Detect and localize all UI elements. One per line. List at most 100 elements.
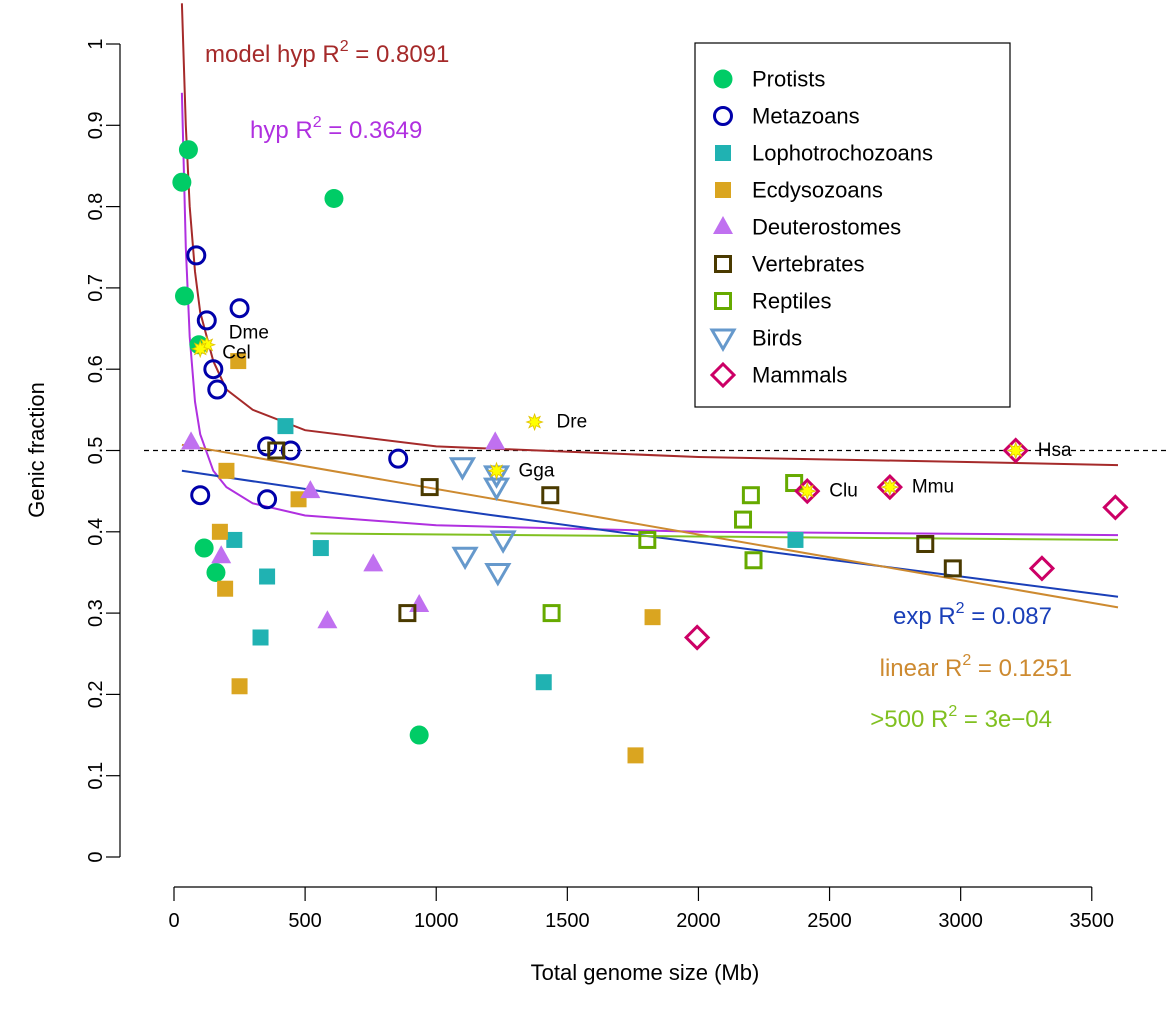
fit-annotation-linear: linear R2 = 0.1251 [880, 652, 1072, 682]
point-metazoans [257, 489, 278, 510]
point-mammals [1102, 494, 1129, 521]
point-deuterostomes [363, 553, 384, 572]
y-tick-label: 0.9 [85, 111, 107, 139]
highlight-star-hsa [1006, 441, 1025, 460]
point-birds [451, 546, 479, 571]
point-protists [174, 286, 194, 306]
legend-marker-metazoans [713, 106, 733, 126]
legend-marker-vertebrates [714, 255, 732, 273]
annotation-layer: model hyp R2 = 0.8091 hyp R2 = 0.3649 exp … [205, 38, 1072, 733]
point-deuterostomes [300, 480, 321, 499]
legend-label-metazoans: Metazoans [752, 104, 860, 129]
point-mammals [1002, 437, 1029, 464]
highlight-star-dre [525, 412, 544, 432]
y-tick-label: 0.8 [85, 193, 107, 221]
point-vertebrates [916, 534, 935, 553]
point-vertebrates [943, 559, 962, 578]
point-ecdysozoans [211, 523, 228, 540]
point-lophotrochozoans [312, 540, 329, 557]
point-deuterostomes [485, 431, 506, 450]
legend-label-mammals: Mammals [752, 363, 847, 388]
point-lophotrochozoans [535, 674, 552, 691]
fit-curve-linear [181, 443, 1119, 609]
highlight-star-clu [798, 481, 817, 501]
point-metazoans [280, 440, 301, 461]
point-lophotrochozoans [787, 531, 804, 548]
y-tick-label: 0.6 [85, 355, 107, 383]
point-mammals [876, 473, 903, 501]
point-metazoans [207, 379, 228, 400]
y-tick-label: 0.4 [85, 518, 107, 546]
point-vertebrates [267, 441, 286, 460]
point-vertebrates [541, 486, 560, 505]
x-tick-label: 500 [288, 910, 321, 932]
point-vertebrates [398, 604, 417, 623]
point-ecdysozoans [218, 462, 235, 479]
y-tick-label: 0 [85, 851, 107, 862]
point-reptiles [785, 474, 804, 493]
y-tick-label: 0.2 [85, 680, 107, 708]
highlight-star-cel [191, 339, 210, 359]
point-metazoans [186, 245, 207, 266]
series-mammals [684, 437, 1129, 651]
fit-annotation-exp: exp R2 = 0.087 [893, 600, 1052, 630]
y-tick-label: 0.1 [85, 762, 107, 790]
point-deuterostomes [211, 545, 232, 564]
point-vertebrates [420, 478, 439, 497]
series-metazoans [186, 245, 409, 510]
legend: Protists Metazoans Lophotrochozoans Ecdysoz… [694, 42, 1011, 408]
point-protists [206, 562, 226, 582]
point-birds [448, 457, 477, 481]
x-tick-label: 0 [168, 910, 179, 932]
point-metazoans [203, 359, 224, 380]
point-protists [409, 725, 429, 745]
series-ecdysozoans [211, 353, 661, 764]
legend-marker-lophotrochozoans [715, 145, 731, 161]
legend-marker-deuterostomes [713, 216, 733, 234]
species-label-gga: Gga [519, 460, 555, 481]
point-protists [172, 172, 192, 192]
fit-curve-hyp [180, 92, 1119, 537]
point-metazoans [229, 298, 250, 319]
point-metazoans [196, 310, 217, 331]
species-label-hsa: Hsa [1038, 440, 1072, 461]
y-tick-label: 0.7 [85, 274, 107, 302]
point-birds [484, 562, 512, 587]
points-layer [172, 140, 1129, 764]
highlight-star-mmu [880, 477, 900, 497]
x-tick-label: 3500 [1070, 910, 1115, 932]
series-reptiles [542, 474, 804, 623]
legend-label-deuterostomes: Deuterostomes [752, 215, 901, 240]
fit-curve-over500 [310, 532, 1119, 541]
y-axis-label: Genic fraction [24, 382, 49, 518]
y-tick-label: 0.3 [85, 599, 107, 627]
species-label-dre: Dre [557, 412, 588, 433]
series-lophotrochozoans [226, 418, 804, 691]
series-protists [172, 140, 429, 745]
point-deuterostomes [317, 610, 338, 629]
point-deuterostomes [409, 593, 430, 612]
point-reptiles [638, 530, 657, 549]
axes: 0 500 1000 1500 2000 2500 3000 3500 0 0.1 0.2 0.3 0.… [85, 38, 1114, 932]
highlight-star-gga [487, 461, 506, 480]
point-ecdysozoans [230, 353, 247, 370]
legend-marker-ecdysozoans [715, 182, 731, 198]
legend-marker-protists [713, 69, 733, 89]
legend-marker-birds [709, 328, 737, 352]
species-label-cel: Cel [222, 342, 251, 363]
point-reptiles [542, 604, 561, 623]
point-metazoans [190, 485, 211, 506]
species-label-mmu: Mmu [912, 477, 954, 498]
point-mammals [794, 478, 821, 505]
point-ecdysozoans [627, 747, 644, 764]
fit-annotation-model_hyp: model hyp R2 = 0.8091 [205, 38, 449, 68]
point-ecdysozoans [644, 609, 661, 626]
point-protists [324, 188, 344, 208]
legend-marker-mammals [709, 361, 737, 389]
legend-box [694, 42, 1011, 408]
legend-marker-reptiles [714, 292, 732, 310]
species-label-clu: Clu [829, 481, 858, 502]
legend-label-protists: Protists [752, 67, 825, 92]
species-label-dme: Dme [229, 322, 269, 343]
